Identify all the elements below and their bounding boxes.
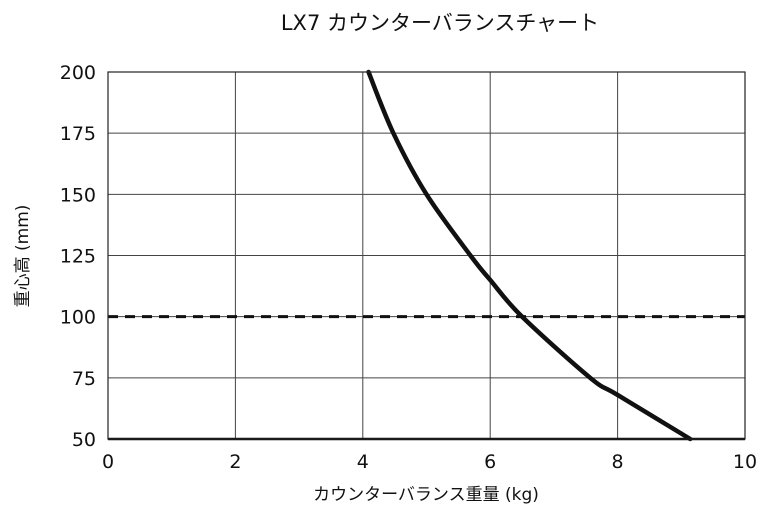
grid	[107, 71, 746, 441]
x-tick-label: 2	[229, 451, 241, 473]
x-tick-label: 4	[357, 451, 369, 473]
y-tick-label: 175	[60, 123, 96, 145]
x-axis-label: カウンターバランス重量 (kg)	[313, 485, 539, 505]
y-tick-label: 100	[60, 307, 96, 329]
y-tick-label: 50	[72, 429, 96, 451]
x-tick-label: 8	[612, 451, 624, 473]
x-tick-label: 10	[733, 451, 757, 473]
plot-frame	[107, 71, 746, 440]
chart-title: LX7 カウンターバランスチャート	[281, 11, 599, 35]
x-tick-label: 6	[484, 451, 496, 473]
y-tick-label: 150	[60, 184, 96, 206]
x-tick-label: 0	[102, 451, 114, 473]
y-tick-label: 125	[60, 246, 96, 268]
y-tick-label: 200	[60, 62, 96, 84]
y-axis-label: 重心高 (mm)	[13, 205, 33, 308]
ticks: 0 2 4 6 8 10 50 75 100 125 150 175 200	[60, 62, 757, 473]
y-tick-label: 75	[72, 368, 96, 390]
series-line	[366, 69, 693, 442]
